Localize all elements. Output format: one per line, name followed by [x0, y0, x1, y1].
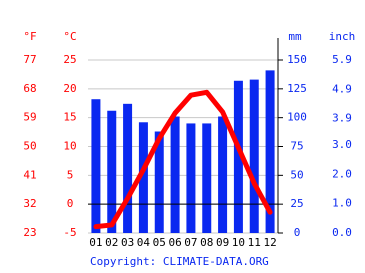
precipitation-bar — [233, 80, 243, 233]
inch-tick-label: 3.0 — [332, 138, 352, 151]
x-tick-label: 09 — [216, 236, 229, 249]
precipitation-bar — [186, 123, 196, 233]
celsius-label: °C — [63, 30, 76, 43]
mm-tick-label: 100 — [287, 111, 307, 124]
x-tick-label: 02 — [105, 236, 118, 249]
copyright: Copyright: CLIMATE-DATA.ORG — [90, 255, 269, 268]
x-tick-label: 05 — [153, 236, 166, 249]
inch-tick-label: 1.0 — [332, 197, 352, 210]
mm-tick-label: 0 — [294, 226, 301, 239]
precipitation-bar — [265, 70, 275, 233]
x-tick-label: 04 — [137, 236, 151, 249]
x-tick-label: 10 — [232, 236, 245, 249]
inch-tick-label: 3.9 — [332, 112, 352, 125]
precipitation-bar — [138, 122, 148, 233]
inch-label: inch — [329, 30, 356, 43]
mm-tick-label: 25 — [290, 197, 303, 210]
mm-tick-label: 75 — [290, 140, 303, 153]
inch-tick-label: 5.9 — [332, 53, 352, 66]
precipitation-bar — [202, 123, 212, 233]
precipitation-bar — [123, 103, 133, 234]
precipitation-bar — [249, 79, 259, 234]
x-tick-label: 11 — [248, 236, 261, 249]
celsius-tick-label: 0 — [67, 197, 74, 210]
fahrenheit-label: °F — [23, 30, 36, 43]
fahrenheit-tick-label: 50 — [23, 140, 36, 153]
mm-label: mm — [288, 30, 302, 43]
x-tick-label: 12 — [263, 236, 276, 249]
fahrenheit-tick-label: 68 — [23, 82, 36, 95]
celsius-tick-label: 10 — [63, 140, 76, 153]
precipitation-bar — [170, 116, 180, 233]
celsius-tick-label: 20 — [63, 82, 76, 95]
precipitation-bar — [107, 110, 117, 233]
celsius-tick-label: 15 — [63, 111, 76, 124]
x-tick-label: 03 — [121, 236, 134, 249]
mm-tick-label: 150 — [287, 53, 307, 66]
fahrenheit-tick-label: 41 — [23, 168, 36, 181]
precipitation-bar — [154, 131, 164, 233]
x-tick-label: 01 — [89, 236, 102, 249]
fahrenheit-tick-label: 77 — [23, 53, 36, 66]
celsius-tick-label: 25 — [63, 53, 76, 66]
fahrenheit-tick-label: 59 — [23, 111, 36, 124]
celsius-tick-label: 5 — [67, 168, 74, 181]
inch-tick-label: 4.9 — [332, 82, 352, 95]
inch-tick-label: 0.0 — [332, 226, 352, 239]
x-tick-label: 08 — [200, 236, 213, 249]
x-tick-label: 07 — [184, 236, 197, 249]
mm-tick-label: 125 — [287, 82, 307, 95]
precipitation-bar — [91, 99, 101, 233]
temperature-line — [93, 89, 273, 230]
celsius-tick-label: -5 — [63, 226, 76, 239]
fahrenheit-tick-label: 32 — [23, 197, 36, 210]
precipitation-bar — [218, 116, 228, 233]
fahrenheit-tick-label: 23 — [23, 226, 36, 239]
x-tick-label: 06 — [168, 236, 181, 249]
mm-tick-label: 50 — [290, 168, 303, 181]
inch-tick-label: 2.0 — [332, 167, 352, 180]
